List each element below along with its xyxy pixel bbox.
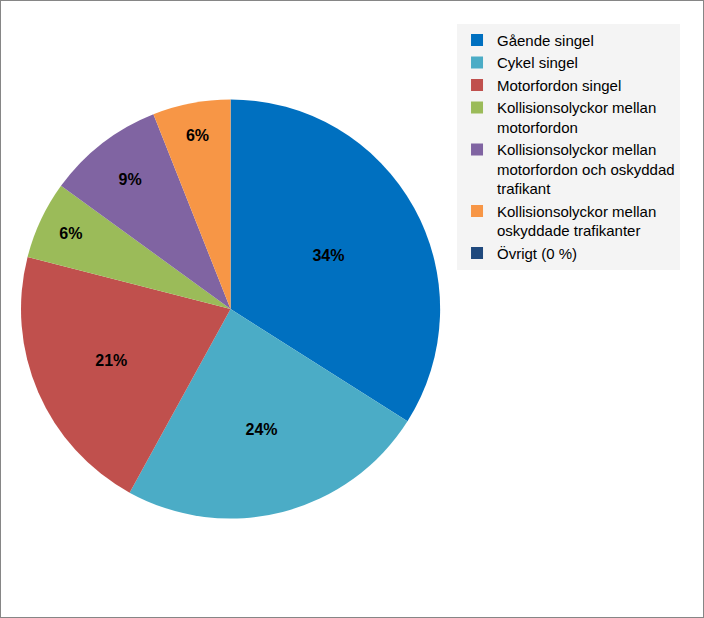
svg-text:Gående singel: Gående singel: [497, 32, 594, 49]
svg-text:Kollisionsolyckor mellanmotorf: Kollisionsolyckor mellanmotorfordon och …: [497, 141, 675, 197]
svg-text:6%: 6%: [59, 225, 82, 242]
svg-text:24%: 24%: [245, 421, 277, 438]
svg-text:Motorfordon singel: Motorfordon singel: [497, 77, 621, 94]
svg-text:34%: 34%: [312, 247, 344, 264]
svg-text:Övrigt (0 %): Övrigt (0 %): [497, 245, 577, 262]
svg-text:6%: 6%: [186, 127, 209, 144]
svg-text:21%: 21%: [95, 352, 127, 369]
svg-text:Kollisionsolyckor mellanmotorf: Kollisionsolyckor mellanmotorfordon: [497, 99, 656, 136]
svg-text:Kollisionsolyckor mellanoskydd: Kollisionsolyckor mellanoskyddade trafik…: [497, 203, 656, 240]
svg-text:9%: 9%: [119, 171, 142, 188]
svg-text:Cykel singel: Cykel singel: [497, 54, 578, 71]
